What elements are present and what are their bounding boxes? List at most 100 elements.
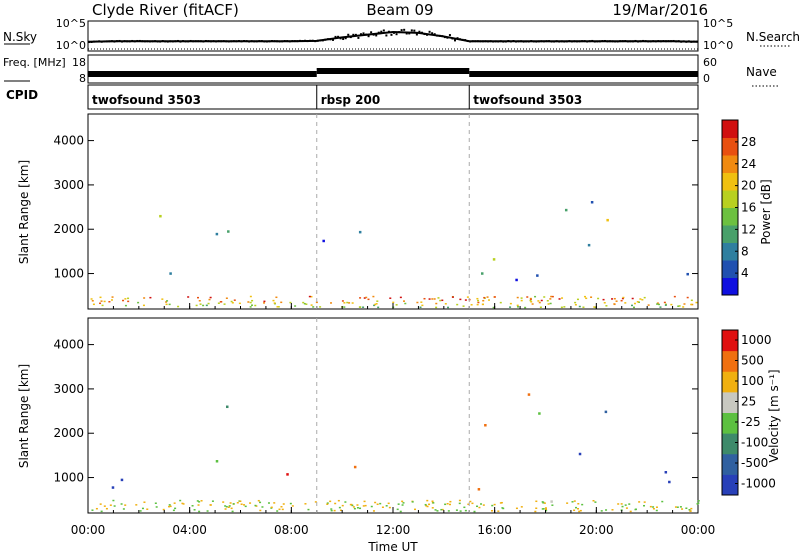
echo-cell xyxy=(492,258,496,261)
echo-cell xyxy=(310,304,313,306)
echo-cell xyxy=(515,507,518,510)
echo-cell xyxy=(484,423,487,427)
echo-cell xyxy=(286,473,289,476)
echo-cell xyxy=(159,214,162,218)
x-tick-label: 04:00 xyxy=(172,523,207,537)
echo-cell xyxy=(697,500,700,502)
echo-cell xyxy=(545,508,548,511)
echo-cell xyxy=(520,299,523,302)
cpid-segments: twofsound 3503 rbsp 200 twofsound 3503 xyxy=(92,85,582,109)
echo-cell xyxy=(230,300,233,303)
echo-cell xyxy=(200,500,203,502)
echo-cell xyxy=(261,506,264,508)
echo-cell xyxy=(195,304,198,307)
colorbar-swatch xyxy=(722,190,738,208)
sky-noise-point xyxy=(410,29,413,32)
echo-cell xyxy=(227,230,230,233)
echo-cell xyxy=(622,296,625,299)
sky-tick-top: 10^5 xyxy=(56,17,86,30)
echo-cell xyxy=(538,412,541,415)
echo-cell xyxy=(686,296,689,299)
nave-label: Nave xyxy=(746,65,777,79)
y-tick-label: 3000 xyxy=(53,382,84,396)
echo-cell xyxy=(257,499,260,502)
echo-cell xyxy=(464,509,467,512)
echo-cell xyxy=(515,278,518,282)
power-y-label: Slant Range [km] xyxy=(17,160,31,264)
echo-cell xyxy=(319,306,322,308)
echo-cell xyxy=(491,504,494,507)
sky-noise-point xyxy=(337,35,340,38)
echo-cell xyxy=(440,508,443,511)
echo-cell xyxy=(458,499,461,502)
echo-cell xyxy=(467,503,470,506)
echo-cell xyxy=(690,303,693,306)
echo-cell xyxy=(259,509,262,512)
echo-cell xyxy=(431,298,434,300)
time-x-label: Time UT xyxy=(367,540,418,554)
echo-cell xyxy=(389,297,392,299)
echo-cell xyxy=(231,302,234,304)
echo-cell xyxy=(168,504,171,506)
sky-noise-point xyxy=(400,29,403,32)
echo-cell xyxy=(656,303,659,305)
echo-cell xyxy=(375,303,378,305)
echo-cell xyxy=(330,302,333,304)
echo-cell xyxy=(358,230,362,234)
colorbar-tick-label: 100 xyxy=(741,374,764,388)
echo-cell xyxy=(573,509,576,512)
echo-cell xyxy=(165,303,168,306)
time-x-ticks: 00:00 04:00 08:00 12:00 16:00 20:00 00:00 xyxy=(71,303,715,537)
echo-cell xyxy=(272,299,275,302)
colorbar-swatch xyxy=(722,412,738,434)
echo-cell xyxy=(545,509,548,512)
echo-cell xyxy=(111,296,114,298)
echo-cell xyxy=(603,302,606,304)
echo-cell xyxy=(685,507,688,509)
velocity-colorbar-label: Velocity [m s⁻¹] xyxy=(767,369,781,462)
colorbar-tick-label: 500 xyxy=(741,354,764,368)
echo-cell xyxy=(579,509,582,512)
echo-cell xyxy=(270,506,273,509)
echo-cell xyxy=(111,486,115,489)
echo-cell xyxy=(641,299,644,301)
echo-cell xyxy=(343,302,346,304)
echo-cell xyxy=(593,306,596,308)
echo-cell xyxy=(326,502,329,504)
echo-cell xyxy=(483,296,486,299)
echo-cell xyxy=(224,508,227,510)
echo-cell xyxy=(289,301,292,304)
echo-cell xyxy=(678,305,681,307)
echo-cell xyxy=(143,297,146,299)
echo-cell xyxy=(482,504,485,506)
sky-noise-series xyxy=(87,28,699,50)
echo-cell xyxy=(560,306,563,309)
echo-cell xyxy=(388,506,391,509)
colorbar-tick-label: -25 xyxy=(741,415,761,429)
echo-cell xyxy=(215,460,219,463)
search-tick-bottom: 10^0 xyxy=(703,39,733,52)
echo-cell xyxy=(463,506,466,509)
echo-cell xyxy=(103,300,106,303)
echo-cell xyxy=(376,300,379,302)
echo-cell xyxy=(499,301,502,304)
echo-cell xyxy=(480,503,483,505)
echo-cell xyxy=(655,509,658,512)
echo-cell xyxy=(92,303,95,306)
echo-cell xyxy=(99,503,102,505)
search-tick-top: 10^5 xyxy=(703,17,733,30)
echo-cell xyxy=(681,508,684,510)
echo-cell xyxy=(124,298,127,300)
echo-cell xyxy=(604,410,608,414)
echo-cell xyxy=(348,302,351,304)
echo-cell xyxy=(527,393,531,396)
echo-cell xyxy=(433,298,436,300)
echo-cell xyxy=(625,507,628,509)
velocity-colorbar: 1000 500 100 25 -25 -100 -500 -1000 xyxy=(721,329,776,496)
echo-cell xyxy=(446,502,449,505)
echo-cell xyxy=(537,300,540,302)
echo-cell xyxy=(362,306,365,308)
sky-noise-point xyxy=(370,31,373,34)
echo-cell xyxy=(217,302,220,304)
